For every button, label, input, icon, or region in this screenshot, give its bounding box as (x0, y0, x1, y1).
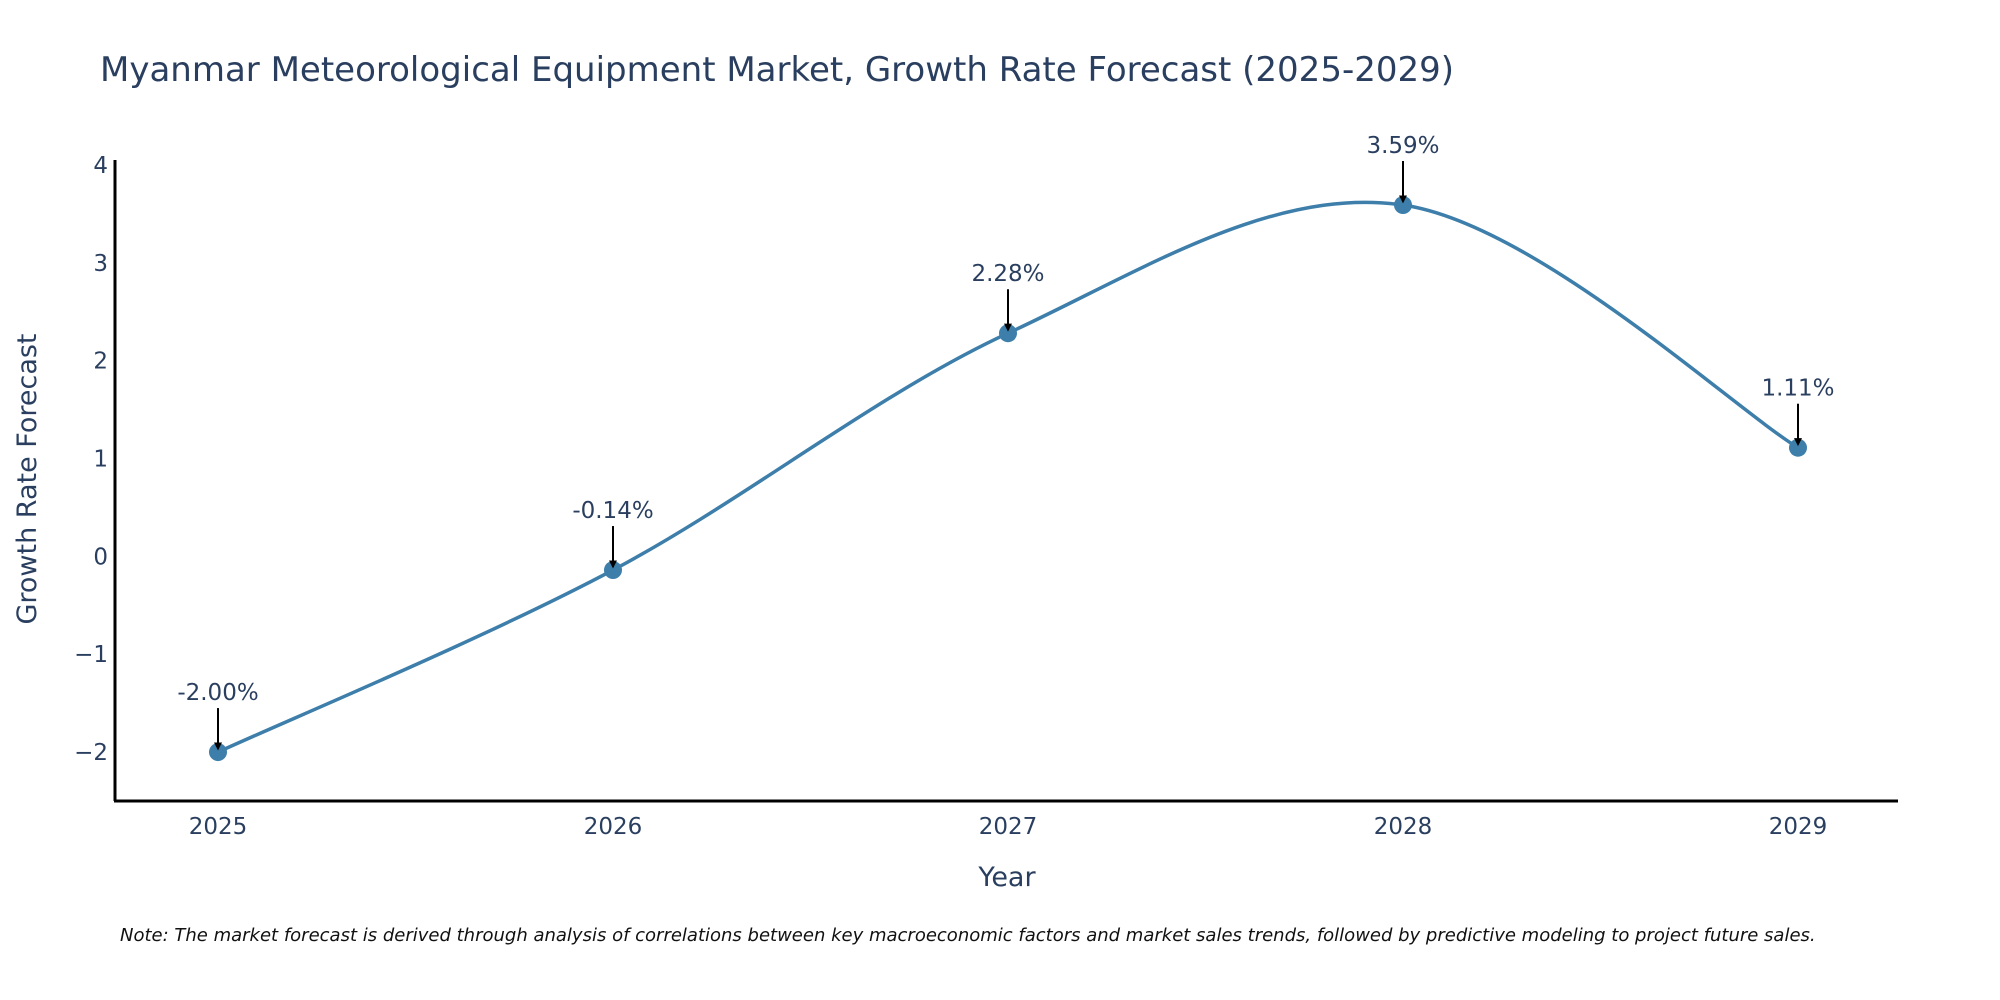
data-label: 1.11% (1761, 376, 1834, 402)
y-tick-label: −2 (74, 740, 108, 766)
y-tick-label: 0 (93, 544, 108, 570)
data-point (1789, 438, 1807, 457)
x-tick-label: 2029 (1769, 814, 1828, 840)
y-axis-ticks: −2 −1 0 1 2 3 4 (74, 153, 108, 766)
y-axis-title: Growth Rate Forecast (12, 333, 43, 624)
data-point (1394, 196, 1412, 215)
data-label: 2.28% (971, 261, 1044, 287)
data-label: 3.59% (1366, 133, 1439, 159)
y-tick-label: 2 (93, 349, 108, 375)
data-point (209, 743, 227, 762)
y-tick-label: 4 (93, 153, 108, 179)
chart-note: Note: The market forecast is derived thr… (120, 925, 1816, 946)
x-tick-label: 2028 (1374, 814, 1433, 840)
data-points (209, 196, 1807, 762)
x-axis-title: Year (977, 862, 1036, 893)
data-label: -0.14% (572, 498, 653, 524)
data-annotations: -2.00% -0.14% 2.28% 3.59% 1.11% (177, 133, 1835, 751)
y-tick-label: 3 (93, 251, 108, 277)
data-label: -2.00% (177, 680, 258, 706)
chart-title: Myanmar Meteorological Equipment Market,… (100, 50, 1454, 90)
y-tick-label: 1 (93, 446, 108, 472)
x-tick-label: 2027 (979, 814, 1038, 840)
x-tick-label: 2025 (189, 814, 248, 840)
data-point (999, 324, 1017, 343)
x-tick-label: 2026 (584, 814, 643, 840)
y-tick-label: −1 (74, 642, 108, 668)
x-axis-ticks: 2025 2026 2027 2028 2029 (189, 814, 1828, 840)
data-point (604, 561, 622, 580)
